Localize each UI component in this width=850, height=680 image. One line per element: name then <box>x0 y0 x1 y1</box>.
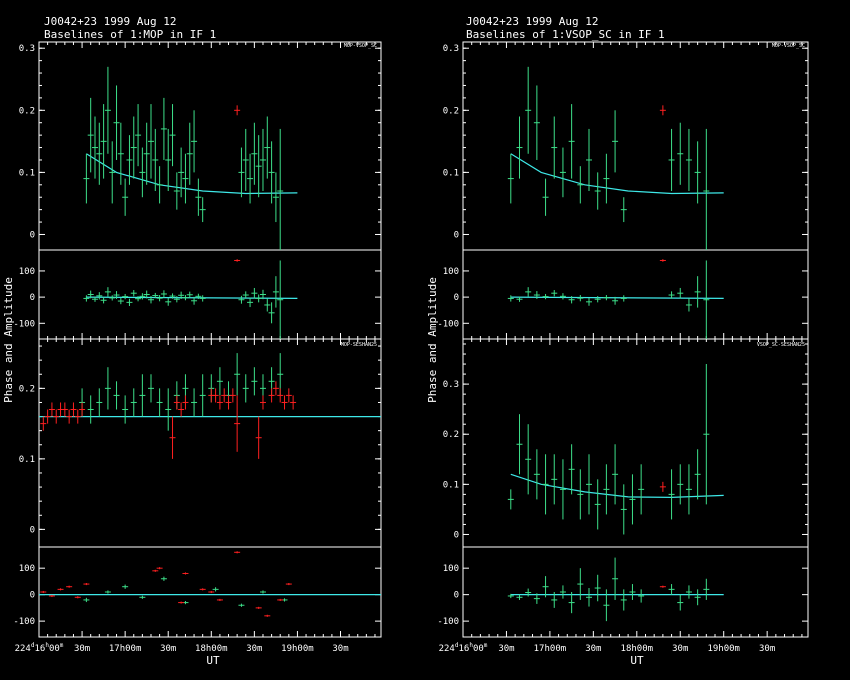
amp-model-curve <box>510 473 724 499</box>
left-xlabel: UT <box>206 654 220 667</box>
subplot-mop-vsop_sc: 0 0.1 0.2 0.3 100 0 -100 <box>13 42 381 340</box>
phase-tick-label: 100 <box>443 267 459 277</box>
right-title-line2: Baselines of 1:VSOP_SC in IF 1 <box>466 28 665 41</box>
amp-tick-label: 0.1 <box>443 480 459 490</box>
x-tick-label: 30m <box>246 644 262 654</box>
x-tick-label: 17h00m <box>534 644 567 654</box>
amp-tick-label: 0.3 <box>443 44 459 54</box>
subplot-vsop_sc-seshan25: 0 0.1 0.2 0.3 100 0 -100 <box>437 339 808 637</box>
phase-tick-label: 100 <box>19 267 35 277</box>
x-first-label: 224d16h00m <box>15 642 64 654</box>
x-tick-label: 18h00m <box>195 644 228 654</box>
amp-tick-label: 0.2 <box>443 430 459 440</box>
phase-tick-label: -100 <box>437 617 459 627</box>
left-bottom-baseline-label: MOP-SESHAN25 <box>341 342 377 348</box>
plot-marks: 0 0.1 0.2 0.3 100 0 -100 0 0.1 0.2 100 0 -100 224d16h… <box>13 41 809 654</box>
amp-tick-label: 0 <box>454 530 459 540</box>
amp-tick-label: 0.1 <box>19 168 35 178</box>
subplot-mop-seshan25: 0 0.1 0.2 100 0 -100 <box>13 339 381 637</box>
x-tick-label: 30m <box>332 644 348 654</box>
right-xlabel: UT <box>630 654 644 667</box>
x-first-label: 224d16h00m <box>439 642 488 654</box>
phase-tick-label: 100 <box>443 564 459 574</box>
amp-tick-label: 0 <box>30 525 35 535</box>
right-panel-header: J0042+23 1999 Aug 12 Baselines of 1:VSOP… <box>426 15 805 667</box>
x-axis-labels: 224d16h00m 30m 17h00m 30m 18h00m 30m 19h00m 30m <box>439 642 776 654</box>
right-title-line1: J0042+23 1999 Aug 12 <box>466 15 598 28</box>
subplot-mop-vsop_sc: 0 0.1 0.2 0.3 100 0 -100 <box>437 42 808 340</box>
x-tick-label: 30m <box>498 644 514 654</box>
amp-tick-label: 0.1 <box>19 455 35 465</box>
left-top-baseline-label: MOP-VSOP_SC <box>344 43 377 49</box>
amp-tick-label: 0.2 <box>19 106 35 116</box>
left-title-line2: Baselines of 1:MOP in IF 1 <box>44 28 216 41</box>
amp-tick-label: 0.2 <box>19 384 35 394</box>
x-tick-label: 30m <box>672 644 688 654</box>
x-tick-label: 30m <box>74 644 90 654</box>
phase-model-curve <box>510 296 724 299</box>
phase-tick-label: -100 <box>437 319 459 329</box>
phase-tick-label: 100 <box>19 564 35 574</box>
x-tick-label: 19h00m <box>281 644 314 654</box>
x-tick-label: 30m <box>759 644 775 654</box>
amp-tick-label: 0.2 <box>443 106 459 116</box>
right-top-baseline-label: MOP-VSOP_SC <box>772 43 805 49</box>
amp-tick-label: 0 <box>30 230 35 240</box>
amp-tick-label: 0 <box>454 230 459 240</box>
left-title-line1: J0042+23 1999 Aug 12 <box>44 15 176 28</box>
amp-tick-label: 0.1 <box>443 168 459 178</box>
right-bottom-baseline-label: VSOP_SC-SESHAN25 <box>757 342 805 348</box>
phase-tick-label: 0 <box>30 293 35 303</box>
x-tick-label: 19h00m <box>707 644 740 654</box>
x-tick-label: 18h00m <box>621 644 654 654</box>
x-axis-labels: 224d16h00m 30m 17h00m 30m 18h00m 30m 19h00m 30m <box>15 642 349 654</box>
phase-tick-label: 0 <box>454 591 459 601</box>
amp-tick-label: 0.3 <box>443 380 459 390</box>
phase-tick-label: -100 <box>13 617 35 627</box>
amp-tick-label: 0.3 <box>19 44 35 54</box>
x-tick-label: 30m <box>160 644 176 654</box>
phase-model-curve <box>86 296 298 299</box>
phase-tick-label: 0 <box>30 591 35 601</box>
phase-tick-label: -100 <box>13 319 35 329</box>
left-ylabel: Phase and Amplitude <box>2 277 15 403</box>
x-tick-label: 30m <box>585 644 601 654</box>
phase-tick-label: 0 <box>454 293 459 303</box>
x-tick-label: 17h00m <box>109 644 142 654</box>
right-ylabel: Phase and Amplitude <box>426 277 439 403</box>
left-panel-header: J0042+23 1999 Aug 12 Baselines of 1:MOP … <box>2 15 377 667</box>
